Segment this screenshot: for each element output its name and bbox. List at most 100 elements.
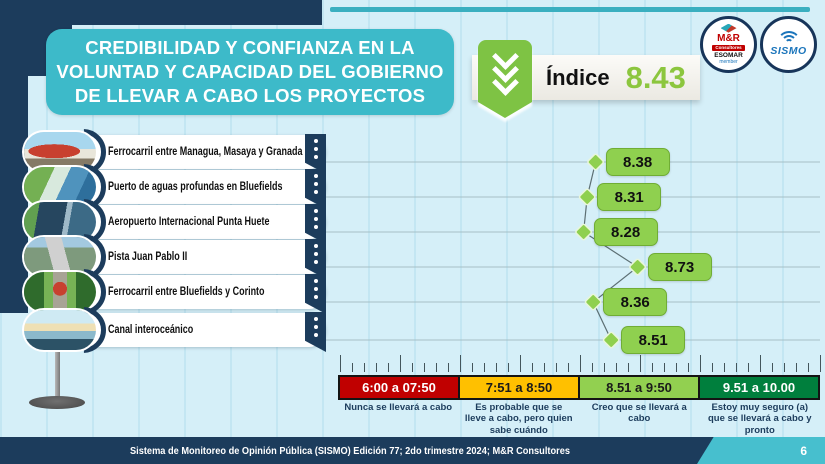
pill-end-tag [305, 239, 326, 279]
x-axis-ticks [326, 354, 821, 372]
minor-tick [472, 363, 473, 372]
mr-consultores-logo: M&R Consultores ESOMAR member [700, 16, 757, 73]
minor-tick [448, 363, 449, 372]
mr-logo-icon [720, 23, 737, 33]
minor-tick [796, 363, 797, 372]
ribbon-point [478, 102, 532, 118]
title-line-1: CREDIBILIDAD Y CONFIANZA EN LA [85, 36, 415, 58]
minor-tick [616, 363, 617, 372]
project-pill: Ferrocarril entre Bluefields y Corinto [78, 275, 326, 309]
project-row: Ferrocarril entre Managua, Masaya y Gran… [0, 129, 340, 175]
project-label: Ferrocarril entre Bluefields y Corinto [108, 286, 265, 298]
scale-description: Es probable que se lleve a cabo, pero qu… [464, 402, 573, 436]
minor-tick [412, 363, 413, 372]
mr-logo-name: M&R [717, 32, 740, 44]
scale-segment: 8.51 a 9:50 [578, 375, 700, 400]
value-label: 8.36 [603, 288, 668, 316]
ribbon-body [478, 40, 532, 102]
rating-scale: 6:00 a 07:50 7:51 a 8:50 8.51 a 9:50 9.5… [338, 375, 820, 400]
pill-end-tag [305, 312, 326, 352]
major-tick [760, 355, 761, 372]
minor-tick [436, 363, 437, 372]
footer-source-text: Sistema de Monitoreo de Opinión Pública … [129, 444, 570, 457]
project-label: Ferrocarril entre Managua, Masaya y Gran… [108, 146, 303, 158]
value-label: 8.28 [593, 218, 658, 246]
project-pill: Canal interoceánico [78, 313, 326, 347]
project-pill: Ferrocarril entre Managua, Masaya y Gran… [78, 135, 326, 169]
mr-logo-subname: Consultores [712, 44, 745, 51]
index-label: Índice [546, 64, 610, 90]
value-label: 8.51 [621, 326, 686, 354]
minor-tick [736, 363, 737, 372]
minor-tick [496, 363, 497, 372]
page-number: 6 [800, 443, 807, 458]
mr-logo-member: member [719, 59, 738, 66]
page-number-tab: 6 [697, 437, 825, 464]
project-label: Puerto de aguas profundas en Bluefields [108, 181, 283, 193]
minor-tick [592, 363, 593, 372]
top-accent-line [330, 7, 810, 12]
minor-tick [352, 363, 353, 372]
scale-description: Creo que se llevará a cabo [591, 402, 687, 425]
project-row: Ferrocarril entre Bluefields y Corinto [0, 269, 340, 315]
minor-tick [424, 363, 425, 372]
project-label: Canal interoceánico [108, 324, 194, 336]
minor-tick [628, 363, 629, 372]
navy-left-column [0, 0, 28, 313]
minor-tick [556, 363, 557, 372]
pill-end-tag [305, 169, 326, 209]
minor-tick [484, 363, 485, 372]
title-line-3: DE LLEVAR A CABO LOS PROYECTOS [74, 85, 426, 107]
title-line-2: VOLUNTAD Y CAPACIDAD DEL GOBIERNO [56, 60, 444, 82]
pill-end-tag [305, 134, 326, 174]
scale-description: Estoy muy seguro (a) que se llevará a ca… [707, 402, 812, 436]
minor-tick [688, 363, 689, 372]
scale-segment: 7:51 a 8:50 [458, 375, 580, 400]
project-row: Canal interoceánico [0, 307, 340, 353]
project-row: Aeropuerto Internacional Punta Huete [0, 199, 340, 245]
sismo-logo: SISMO [760, 16, 817, 73]
major-tick [520, 355, 521, 372]
minor-tick [808, 363, 809, 372]
project-photo-group [24, 269, 108, 315]
index-value: 8.43 [625, 59, 686, 95]
project-row: Pista Juan Pablo II [0, 234, 340, 280]
minor-tick [664, 363, 665, 372]
major-tick [460, 355, 461, 372]
mr-logo-esomar: ESOMAR [714, 51, 743, 59]
page-title: CREDIBILIDAD Y CONFIANZA EN LA VOLUNTAD … [46, 29, 454, 115]
project-pill: Pista Juan Pablo II [78, 240, 326, 274]
project-pill: Puerto de aguas profundas en Bluefields [78, 170, 326, 204]
scale-descriptions: Nunca se llevará a cabo Es probable que … [338, 402, 820, 436]
scale-segment: 6:00 a 07:50 [338, 375, 460, 400]
minor-tick [712, 363, 713, 372]
project-row: Puerto de aguas profundas en Bluefields [0, 164, 340, 210]
minor-tick [376, 363, 377, 372]
project-label: Aeropuerto Internacional Punta Huete [108, 216, 270, 228]
display-pole-base [29, 396, 85, 409]
value-label: 8.73 [647, 253, 712, 281]
index-ribbon-badge [478, 40, 532, 118]
project-pill: Aeropuerto Internacional Punta Huete [78, 205, 326, 239]
minor-tick [748, 363, 749, 372]
footer-bar: Sistema de Monitoreo de Opinión Pública … [0, 437, 825, 464]
major-tick [820, 355, 821, 372]
project-label: Pista Juan Pablo II [108, 251, 188, 263]
value-label: 8.31 [597, 183, 662, 211]
pill-end-tag [305, 204, 326, 244]
minor-tick [784, 363, 785, 372]
major-tick [400, 355, 401, 372]
minor-tick [724, 363, 725, 372]
pill-end-tag [305, 274, 326, 314]
radio-waves-icon [775, 31, 803, 45]
major-tick [340, 355, 341, 372]
project-photo-group [24, 307, 108, 353]
minor-tick [532, 363, 533, 372]
scale-segment: 9.51 a 10.00 [698, 375, 820, 400]
project-photo [24, 272, 96, 312]
minor-tick [676, 363, 677, 372]
minor-tick [652, 363, 653, 372]
dot-plot-chart: 8.38 8.31 8.28 8.73 8.36 8.51 [326, 130, 820, 380]
minor-tick [568, 363, 569, 372]
